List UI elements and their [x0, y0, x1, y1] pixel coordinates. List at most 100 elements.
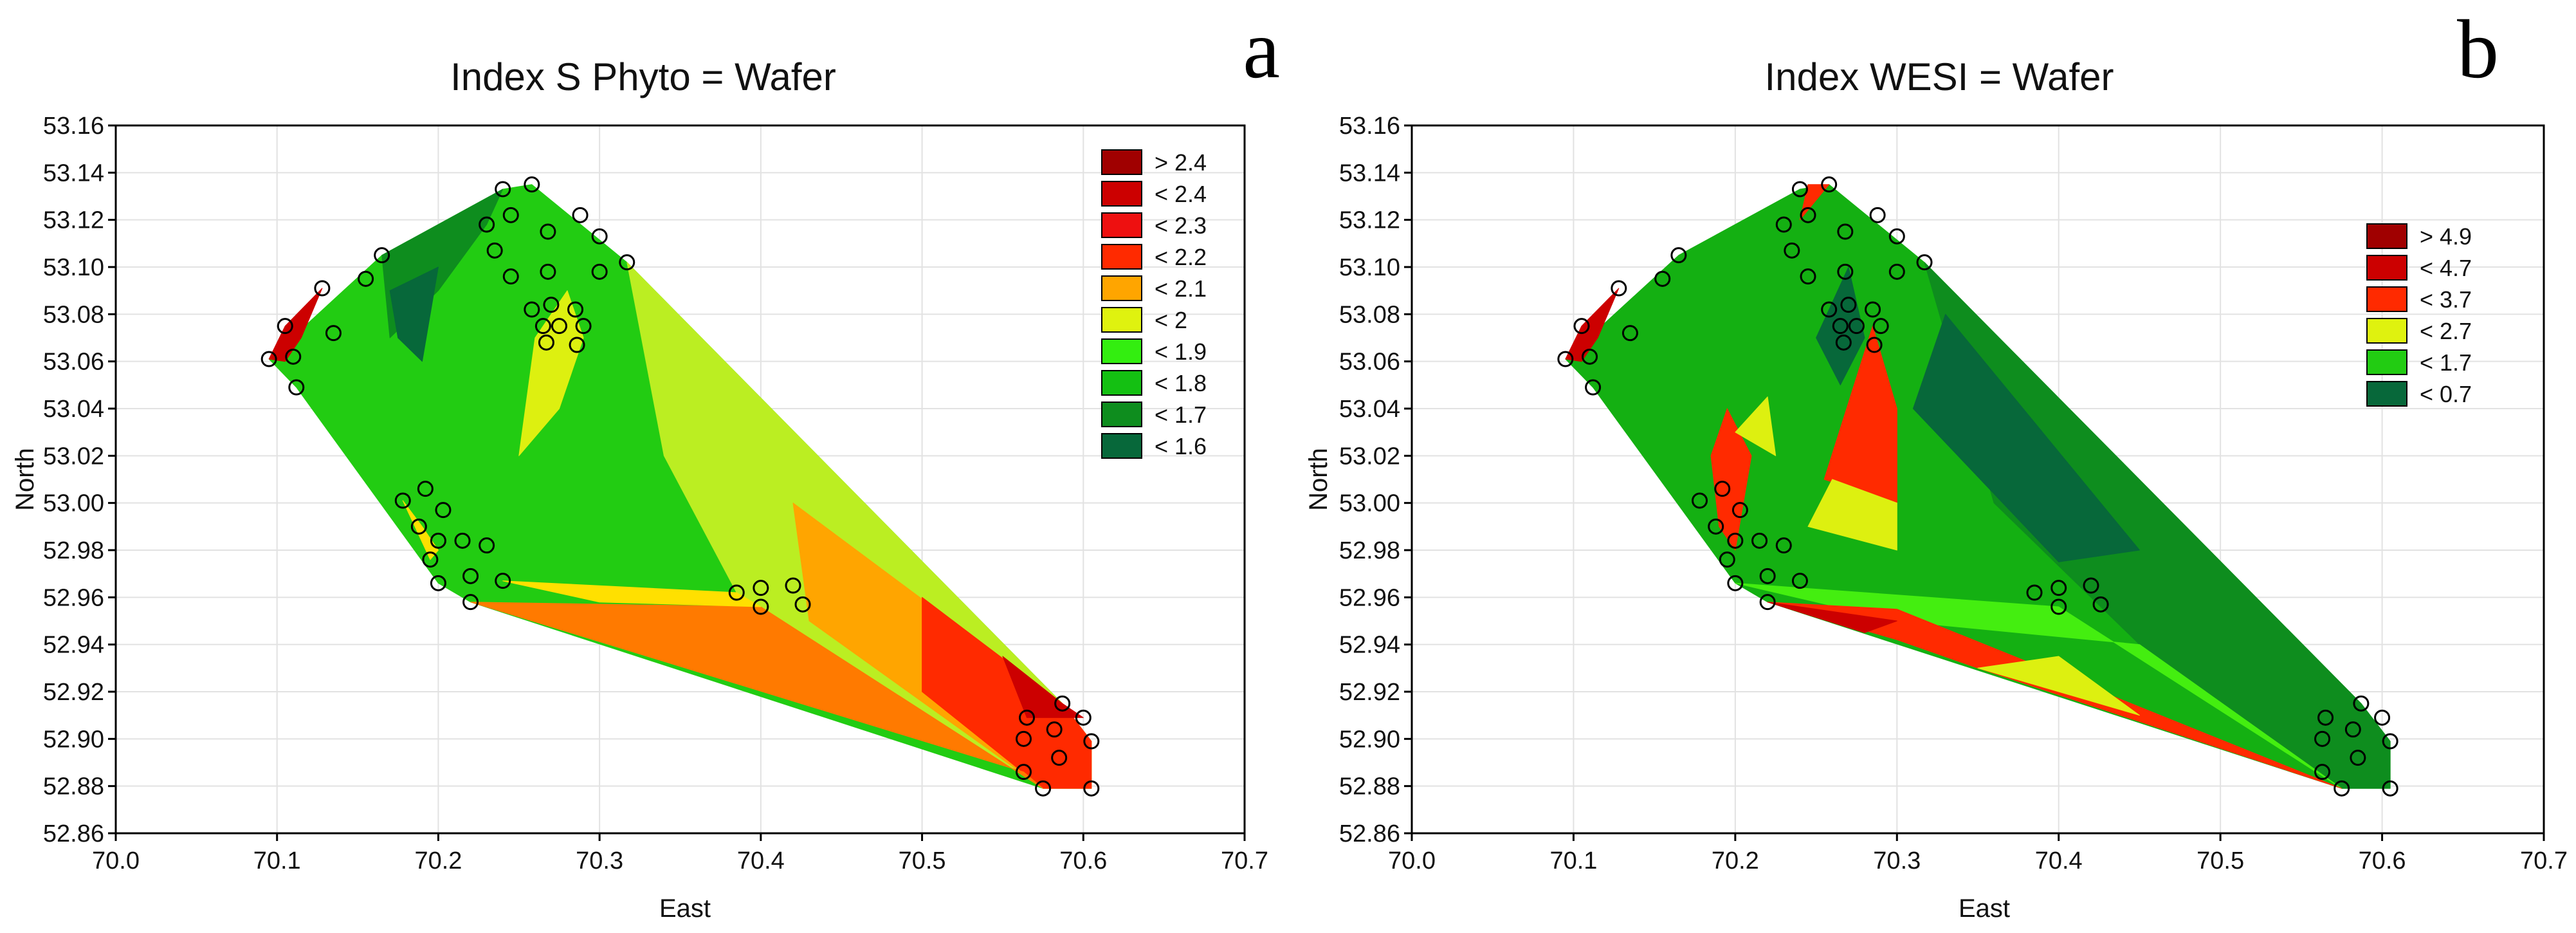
panel-a-y-tick-label: 52.88: [43, 773, 104, 800]
panel-b-legend-label: > 4.9: [2420, 223, 2472, 250]
panel-b-sample-point: [2353, 695, 2370, 712]
panel-b-y-tick-label: 52.94: [1339, 632, 1400, 659]
panel-a-sample-point: [486, 242, 503, 259]
panel-a-sample-point: [524, 176, 540, 193]
panel-a-sample-point: [569, 337, 585, 353]
panel-a-sample-point: [540, 263, 556, 280]
panel-a-legend-label: < 2.1: [1155, 275, 1207, 302]
panel-a-sample-point: [430, 575, 446, 591]
panel-b-sample-point: [1573, 318, 1590, 335]
panel-a-legend-swatch: [1101, 307, 1142, 333]
panel-a-y-tick-label: 53.08: [43, 301, 104, 328]
panel-a-x-tick-label: 70.6: [1059, 847, 1107, 874]
panel-a-sample-point: [410, 518, 427, 535]
panel-a-x-tick-label: 70.5: [899, 847, 946, 874]
panel-a-sample-point: [572, 207, 589, 223]
panel-a-legend-swatch: [1101, 149, 1142, 175]
panel-b-sample-point: [1835, 334, 1852, 351]
panel-b-y-tick-label: 52.92: [1339, 679, 1400, 706]
panel-b-sample-point: [2334, 780, 2350, 797]
panel-b-sample-point: [2350, 750, 2366, 766]
panel-a-legend-swatch: [1101, 244, 1142, 270]
panel-b-sample-point: [1865, 301, 1881, 318]
panel-b-x-tick-label: 70.3: [1873, 847, 1921, 874]
panel-b-x-tick-label: 70.2: [1712, 847, 1759, 874]
panel-a-sample-point: [314, 280, 331, 297]
panel-a-ylabel: North: [11, 448, 39, 511]
panel-b-title: Index WESI = Wafer: [1765, 55, 2114, 98]
panel-b-sample-point: [1848, 318, 1865, 335]
panel-b-y-tick-label: 53.08: [1339, 301, 1400, 328]
panel-b-sample-point: [1800, 268, 1816, 285]
panel-a-sample-point: [374, 247, 390, 264]
panel-a-y-tick-label: 53.04: [43, 396, 104, 423]
panel-a-sample-point: [575, 318, 592, 335]
panel-b-legend-label: < 4.7: [2420, 255, 2472, 281]
panel-a-sample-point: [502, 268, 519, 285]
panel-b-y-tick-label: 53.16: [1339, 113, 1400, 140]
panel-b-sample-point: [1791, 181, 1808, 198]
panel-b-sample-point: [2344, 721, 2361, 738]
panel-a-sample-point: [538, 334, 554, 351]
panel-a-legend-swatch: [1101, 275, 1142, 301]
panel-b-sample-point: [1759, 568, 1776, 584]
panel-b-x-tick-label: 70.5: [2197, 847, 2244, 874]
panel-b-contour-band: [1807, 479, 1897, 551]
panel-b-sample-point: [1708, 518, 1724, 535]
panel-a-legend-label: < 1.6: [1155, 433, 1207, 459]
panel-b-contour-band: [1816, 266, 1865, 385]
panel-a-title: Index S Phyto = Wafer: [450, 55, 836, 98]
panel-b-sample-point: [2083, 577, 2099, 594]
panel-b-y-tick-label: 52.96: [1339, 584, 1400, 611]
panel-b-y-tick-label: 52.88: [1339, 773, 1400, 800]
panel-a-y-tick-label: 53.14: [43, 160, 104, 187]
panel-a-legend-label: < 1.7: [1155, 402, 1207, 428]
panel-b-sample-point: [1751, 532, 1768, 549]
panel-b-contour-band: [1767, 602, 1897, 633]
panel-a-sample-point: [462, 568, 479, 584]
panel-a-sample-point: [394, 492, 411, 509]
panel-b-sample-point: [1837, 263, 1854, 280]
panel-a-sample-point: [325, 325, 342, 342]
panel-a-sample-point: [1019, 709, 1036, 726]
panel-a-y-tick-label: 53.06: [43, 349, 104, 376]
panel-b-sample-point: [1585, 379, 1602, 396]
panel-a-y-tick-label: 53.16: [43, 113, 104, 140]
panel-a-sample-point: [422, 551, 439, 568]
panel-b-sample-points: [1557, 176, 2398, 797]
panel-b-sample-point: [1654, 270, 1671, 287]
panel-b-sample-point: [1791, 573, 1808, 589]
panel-b-sample-point: [1869, 207, 1886, 223]
panel-b-sample-point: [1621, 325, 1638, 342]
panel-a-sample-point: [540, 223, 556, 240]
panel-a-legend-label: < 2.3: [1155, 212, 1207, 239]
panel-a-sample-point: [285, 348, 302, 365]
panel-a-sample-point: [1051, 750, 1068, 766]
panel-b-ylabel: North: [1304, 448, 1333, 511]
panel-a-sample-point: [1083, 733, 1100, 750]
panel-b-contour-band: [1767, 602, 2343, 789]
panel-b-sample-point: [2314, 764, 2331, 781]
panel-b-legend-swatch: [2366, 349, 2407, 375]
panel-a-y-tick-label: 53.00: [43, 490, 104, 517]
panel-a-sample-point: [358, 270, 374, 287]
panel-b-letter: b: [2457, 3, 2499, 96]
panel-a-legend-swatch: [1101, 212, 1142, 238]
panel-a: Index S Phyto = Wafer a East North 70.0 7…: [11, 3, 1280, 923]
panel-b: Index WESI = Wafer b East North 70.0 70.1…: [1304, 3, 2568, 923]
panel-a-sample-point: [435, 502, 452, 519]
panel-a-legend-label: < 2.2: [1155, 244, 1207, 270]
panel-b-y-tick-label: 53.04: [1339, 396, 1400, 423]
panel-a-sample-point: [785, 577, 801, 594]
panel-b-legend-label: < 0.7: [2420, 381, 2472, 407]
panel-a-sample-point: [495, 181, 511, 198]
panel-b-sample-point: [2092, 596, 2109, 613]
panel-a-x-tick-label: 70.2: [414, 847, 462, 874]
panel-a-contour-band: [1002, 656, 1084, 718]
panel-a-sample-point: [1016, 730, 1032, 747]
panel-b-contour-band: [1799, 184, 1830, 221]
panel-a-sample-point: [288, 379, 305, 396]
panel-a-legend-swatch: [1101, 433, 1142, 459]
panel-a-y-tick-label: 53.02: [43, 443, 104, 470]
